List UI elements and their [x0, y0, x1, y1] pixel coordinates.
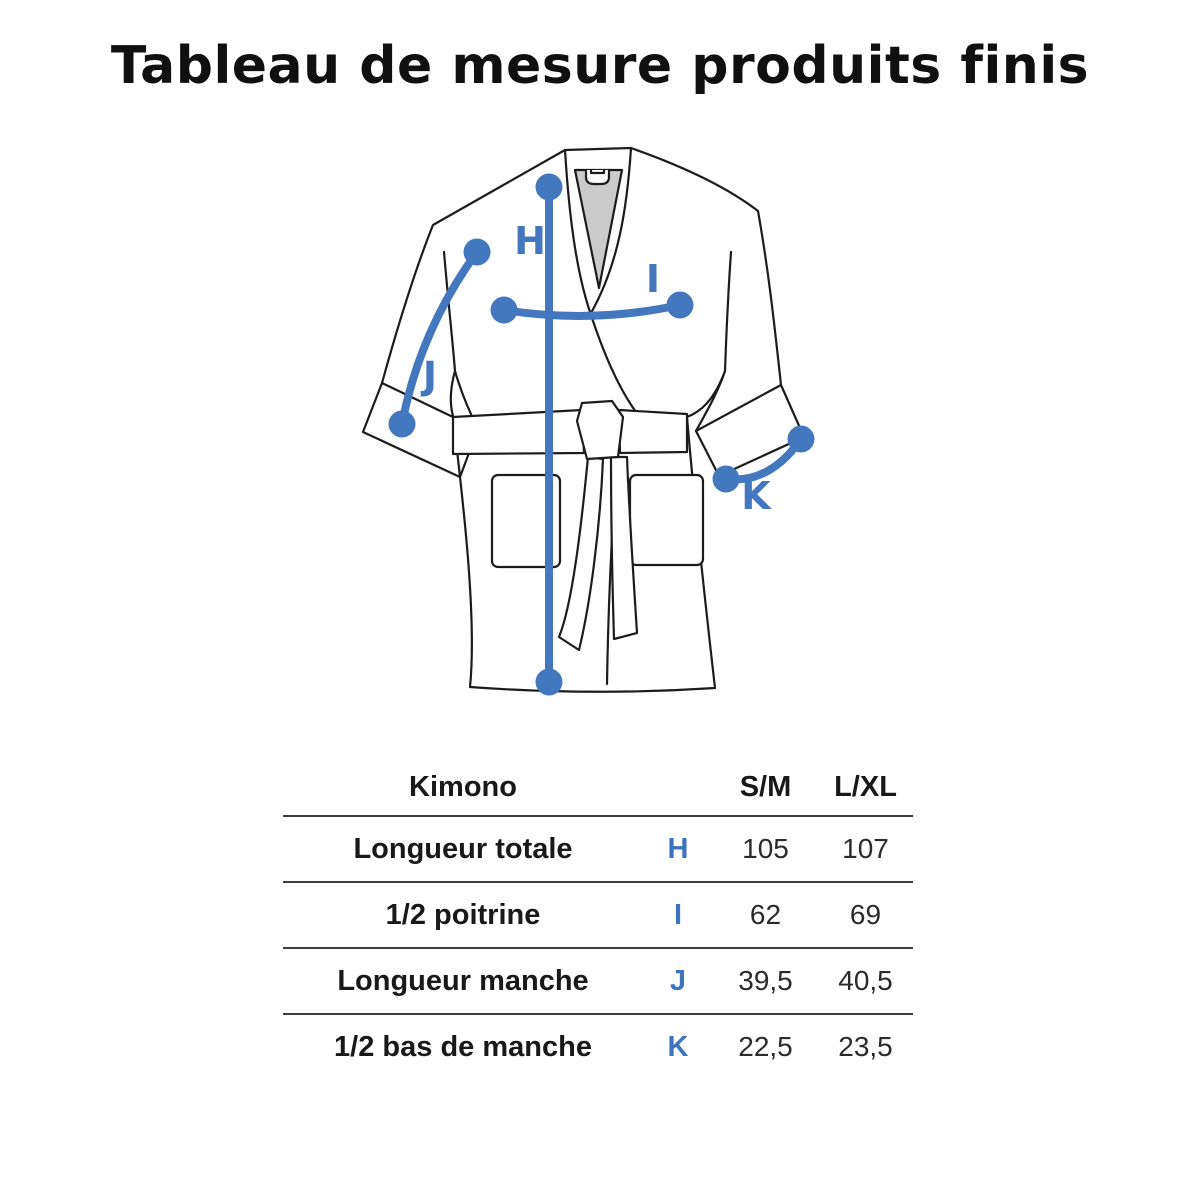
belt-knot — [575, 399, 625, 461]
row-letter: K — [667, 1030, 689, 1063]
row-label: Longueur manche — [337, 964, 589, 997]
belt-tail-right — [609, 455, 639, 641]
right-armhole-seam — [723, 250, 733, 373]
row-value-lxl: 40,5 — [838, 965, 893, 996]
measure-label-h: H — [514, 219, 546, 263]
belt-right-band — [617, 408, 689, 455]
left-armhole-seam — [442, 250, 457, 373]
right-lapel-edge — [589, 146, 633, 315]
row-label: Longueur totale — [353, 832, 573, 865]
measure-label-j: J — [420, 354, 437, 398]
measure-dot-j-top — [463, 238, 491, 266]
size-header-sm: S/M — [739, 770, 792, 803]
row-value-sm: 22,5 — [738, 1031, 793, 1062]
table-row-demi-poitrine: 1/2 poitrine I 62 69 — [283, 883, 913, 949]
measure-label-i: I — [646, 257, 660, 301]
row-value-lxl: 107 — [842, 833, 889, 864]
left-pocket — [490, 473, 562, 569]
measure-dot-h-bottom — [535, 668, 563, 696]
measure-dot-h-top — [535, 173, 563, 201]
row-label: 1/2 bas de manche — [334, 1030, 592, 1063]
measure-dot-k-right — [787, 425, 815, 453]
table-row-longueur-manche: Longueur manche J 39,5 40,5 — [283, 949, 913, 1015]
page-title: Tableau de mesure produits finis — [110, 36, 1090, 96]
row-value-lxl: 23,5 — [838, 1031, 893, 1062]
row-value-sm: 62 — [749, 899, 782, 930]
kimono-diagram-svg: H I J K — [361, 146, 815, 696]
measure-line-j — [398, 248, 481, 428]
table-row-demi-bas-de-manche: 1/2 bas de manche K 22,5 23,5 — [283, 1015, 913, 1079]
measure-dot-i-right — [666, 291, 694, 319]
size-header-lxl: L/XL — [834, 770, 897, 803]
belt-left-band — [451, 408, 586, 456]
right-pocket — [628, 473, 705, 567]
kimono-measurement-diagram: H I J K — [350, 140, 850, 700]
row-letter: H — [667, 832, 689, 865]
measurement-overlay: H I J K — [388, 173, 815, 696]
right-cuff-band — [694, 383, 783, 433]
measure-dot-j-bottom — [388, 410, 416, 438]
row-value-sm: 39,5 — [738, 965, 793, 996]
hanger-loop-detail — [589, 168, 606, 175]
measure-dot-k-left — [712, 465, 740, 493]
measure-line-i — [500, 301, 684, 320]
belt-tail-left — [557, 455, 605, 652]
row-letter: J — [669, 964, 687, 997]
size-table: Kimono S/M L/XL Longueur totale H 105 10… — [283, 759, 913, 1079]
row-letter: I — [673, 898, 683, 931]
product-name-header: Kimono — [409, 770, 517, 803]
measure-dot-i-left — [490, 296, 518, 324]
table-header-row: Kimono S/M L/XL — [283, 759, 913, 817]
row-label: 1/2 poitrine — [385, 898, 541, 931]
row-value-sm: 105 — [742, 833, 789, 864]
row-value-lxl: 69 — [849, 899, 882, 930]
measure-label-k: K — [741, 474, 772, 518]
table-row-longueur-totale: Longueur totale H 105 107 — [283, 817, 913, 883]
